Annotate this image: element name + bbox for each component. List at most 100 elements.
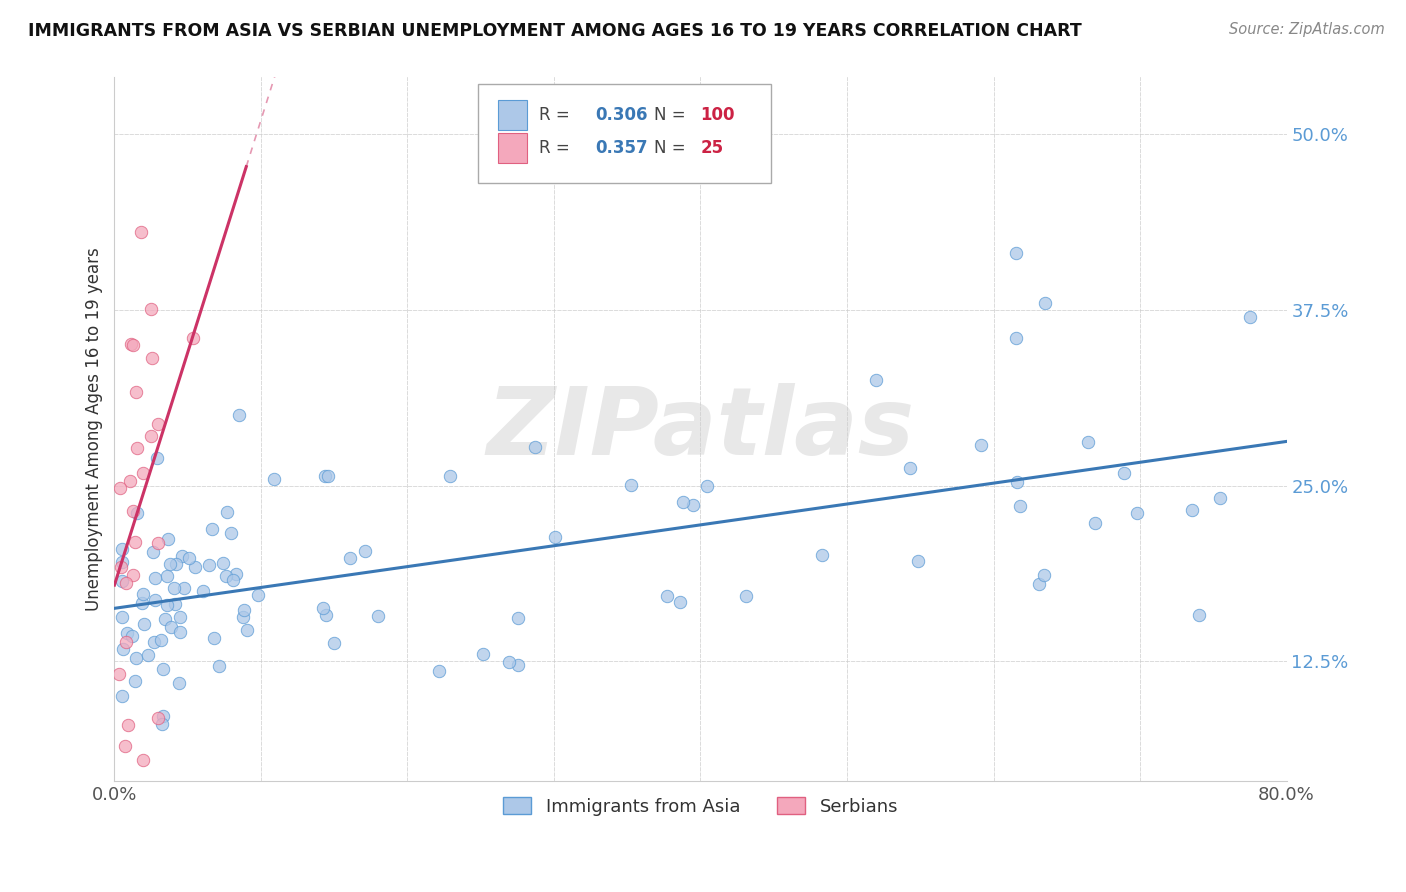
Point (108, 667, 131, 681)
Point (146, 711, 169, 725)
Point (111, 574, 134, 588)
Point (236, 623, 259, 637)
Point (219, 526, 242, 541)
Point (114, 739, 136, 753)
Point (148, 417, 170, 432)
Point (315, 607, 337, 622)
Y-axis label: Unemployment Among Ages 16 to 19 years: Unemployment Among Ages 16 to 19 years (86, 247, 103, 611)
Point (115, 626, 138, 640)
Point (215, 569, 238, 583)
Point (179, 550, 201, 565)
Text: 0.357: 0.357 (595, 139, 648, 157)
Point (620, 478, 643, 492)
Point (672, 495, 695, 509)
Point (110, 559, 132, 574)
Text: ZIPatlas: ZIPatlas (486, 384, 914, 475)
Point (111, 609, 134, 624)
Point (129, 225, 152, 239)
Point (202, 631, 225, 645)
Point (132, 753, 155, 767)
Point (143, 635, 166, 649)
Point (217, 505, 239, 519)
Point (696, 479, 718, 493)
Point (1028, 577, 1050, 591)
Point (201, 522, 224, 536)
FancyBboxPatch shape (498, 133, 527, 162)
Text: 100: 100 (700, 106, 735, 124)
Point (970, 438, 993, 452)
Point (169, 676, 191, 690)
Point (907, 553, 929, 567)
Point (323, 636, 346, 650)
Point (316, 469, 339, 483)
Point (139, 302, 162, 317)
Point (225, 567, 247, 582)
Point (117, 717, 139, 731)
Point (865, 373, 887, 387)
Text: 25: 25 (700, 139, 724, 157)
Point (1239, 310, 1261, 324)
Point (163, 581, 186, 595)
Point (111, 555, 134, 569)
Text: N =: N = (654, 106, 690, 124)
Point (1005, 475, 1028, 489)
Point (145, 592, 167, 607)
Point (156, 598, 179, 612)
Point (148, 536, 170, 550)
Text: 0.306: 0.306 (595, 106, 648, 124)
Point (111, 642, 134, 657)
Point (111, 542, 134, 557)
Point (169, 625, 191, 640)
Point (108, 481, 131, 495)
Text: R =: R = (538, 139, 575, 157)
Point (1114, 466, 1136, 480)
Point (124, 534, 146, 549)
Point (125, 385, 148, 400)
Point (114, 635, 136, 649)
Point (367, 608, 389, 623)
Point (222, 574, 245, 588)
Point (735, 589, 758, 603)
Point (150, 717, 173, 731)
Point (498, 655, 520, 669)
Point (157, 532, 180, 546)
Point (506, 611, 529, 625)
Point (153, 612, 176, 626)
Point (655, 589, 678, 603)
Point (184, 559, 207, 574)
Point (228, 408, 250, 422)
Point (208, 659, 231, 673)
Point (544, 530, 567, 544)
Point (136, 648, 159, 663)
Point (472, 647, 495, 661)
Point (263, 472, 285, 486)
Point (353, 544, 375, 558)
Text: Source: ZipAtlas.com: Source: ZipAtlas.com (1229, 22, 1385, 37)
Point (1004, 246, 1026, 260)
Point (339, 550, 361, 565)
FancyBboxPatch shape (478, 85, 770, 183)
Point (669, 595, 692, 609)
Point (1209, 491, 1232, 505)
Point (1181, 503, 1204, 517)
Point (1032, 568, 1054, 582)
Point (127, 506, 149, 520)
Point (1084, 516, 1107, 531)
Point (122, 338, 145, 352)
Point (132, 466, 155, 480)
Point (121, 629, 143, 643)
Point (152, 709, 174, 723)
FancyBboxPatch shape (498, 100, 527, 129)
Legend: Immigrants from Asia, Serbians: Immigrants from Asia, Serbians (494, 789, 907, 825)
Point (314, 469, 336, 483)
Point (160, 620, 183, 634)
Point (1010, 499, 1032, 513)
Point (232, 610, 254, 624)
Point (165, 558, 187, 572)
Point (1004, 331, 1026, 345)
Point (173, 582, 195, 596)
Point (150, 632, 173, 647)
Point (145, 450, 167, 465)
Point (439, 469, 461, 483)
Point (124, 674, 146, 689)
